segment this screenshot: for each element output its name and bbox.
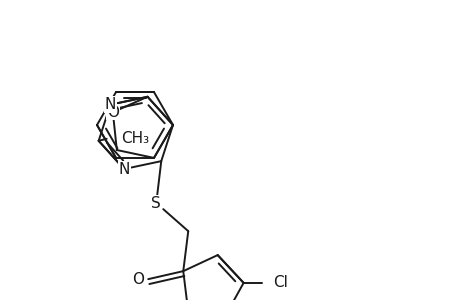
Text: O: O	[132, 272, 144, 286]
Text: S: S	[151, 196, 161, 211]
Text: Cl: Cl	[273, 275, 288, 290]
Text: O: O	[106, 105, 118, 120]
Text: CH₃: CH₃	[120, 131, 148, 146]
Text: N: N	[105, 97, 116, 112]
Text: N: N	[118, 161, 129, 176]
